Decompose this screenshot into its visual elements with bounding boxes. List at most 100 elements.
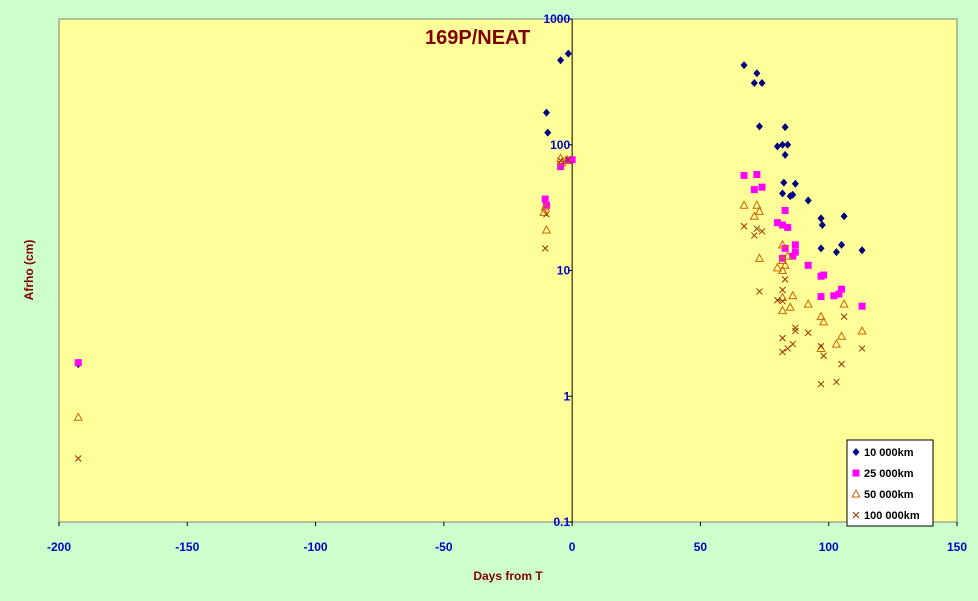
point-100000km bbox=[750, 232, 758, 239]
y-tick-label: 1 bbox=[563, 389, 570, 403]
point-100000km bbox=[789, 340, 797, 348]
x-tick-label: -150 bbox=[175, 540, 199, 554]
y-tick-label: 100 bbox=[550, 138, 570, 152]
point-10000km bbox=[838, 240, 846, 249]
point-25000km bbox=[557, 163, 565, 171]
point-10000km bbox=[781, 150, 789, 159]
point-50000km bbox=[816, 311, 826, 321]
point-50000km bbox=[752, 200, 762, 209]
y-tick-label: 10 bbox=[557, 264, 571, 278]
plot-area bbox=[58, 18, 958, 523]
point-10000km bbox=[818, 221, 826, 230]
x-tick-label: -200 bbox=[47, 540, 71, 554]
y-axis-title: Afrho (cm) bbox=[22, 240, 36, 301]
point-50000km bbox=[780, 260, 790, 269]
point-50000km bbox=[541, 224, 552, 234]
point-100000km bbox=[858, 345, 866, 352]
point-50000km bbox=[803, 299, 813, 308]
legend-marker-10000km bbox=[852, 448, 860, 456]
point-50000km bbox=[777, 265, 788, 274]
point-100000km bbox=[840, 313, 848, 320]
point-100000km bbox=[541, 245, 549, 252]
point-25000km bbox=[750, 186, 758, 194]
y-axis-ticks: 0.1 1 10 100 1000 bbox=[543, 12, 573, 529]
legend-label-100000km: 100 000km bbox=[864, 510, 920, 522]
legend-label-25000km: 25 000km bbox=[864, 468, 914, 480]
point-25000km bbox=[781, 244, 789, 252]
point-50000km bbox=[749, 211, 759, 220]
point-25000km bbox=[773, 219, 781, 227]
point-50000km bbox=[772, 262, 783, 272]
point-50000km bbox=[539, 207, 549, 216]
y-tick-label: 1000 bbox=[543, 12, 570, 26]
point-10000km bbox=[791, 179, 799, 188]
point-10000km bbox=[753, 69, 761, 78]
point-50000km bbox=[777, 239, 788, 249]
point-25000km bbox=[858, 302, 866, 310]
legend: 10 000km 25 000km 50 000km 100 000km bbox=[846, 439, 934, 527]
point-10000km bbox=[781, 123, 789, 132]
point-100000km bbox=[543, 210, 550, 218]
point-100000km bbox=[817, 380, 825, 388]
point-50000km bbox=[785, 302, 795, 311]
point-25000km bbox=[817, 293, 825, 301]
point-25000km bbox=[784, 223, 792, 231]
point-25000km bbox=[568, 156, 576, 164]
point-10000km bbox=[780, 178, 788, 187]
x-axis-ticks: -200 -150 -100 -50 0 50 100 150 bbox=[47, 522, 967, 554]
point-25000km bbox=[835, 290, 843, 298]
point-100000km bbox=[740, 222, 748, 230]
point-25000km bbox=[564, 156, 572, 164]
point-25000km bbox=[74, 359, 82, 367]
point-50000km bbox=[783, 251, 793, 260]
point-10000km bbox=[789, 190, 797, 199]
point-10000km bbox=[544, 128, 552, 137]
point-50000km bbox=[777, 305, 788, 315]
point-10000km bbox=[755, 122, 763, 131]
point-10000km bbox=[779, 189, 787, 198]
point-25000km bbox=[830, 292, 838, 300]
point-100000km bbox=[817, 342, 825, 350]
point-25000km bbox=[838, 285, 846, 293]
point-50000km bbox=[857, 325, 867, 335]
point-25000km bbox=[791, 248, 799, 256]
point-50000km bbox=[836, 331, 847, 340]
point-10000km bbox=[779, 140, 787, 149]
point-100000km bbox=[779, 286, 786, 294]
legend-marker-50000km bbox=[851, 488, 861, 498]
point-10000km bbox=[758, 78, 766, 87]
x-tick-label: 0 bbox=[569, 540, 576, 554]
point-100000km bbox=[774, 296, 781, 304]
point-100000km bbox=[758, 227, 766, 235]
point-10000km bbox=[564, 49, 572, 58]
point-10000km bbox=[740, 61, 748, 70]
point-50000km bbox=[788, 290, 798, 300]
legend-marker-25000km bbox=[852, 469, 860, 477]
point-100000km bbox=[781, 276, 789, 283]
x-tick-label: 100 bbox=[819, 540, 839, 554]
point-100000km bbox=[804, 329, 812, 337]
legend-marker-100000km bbox=[852, 511, 860, 519]
point-100000km bbox=[564, 156, 572, 164]
point-50000km bbox=[754, 253, 765, 262]
point-10000km bbox=[542, 108, 550, 117]
point-25000km bbox=[758, 183, 766, 191]
x-tick-label: -50 bbox=[435, 540, 453, 554]
point-100000km bbox=[756, 288, 763, 295]
point-50000km bbox=[818, 316, 829, 326]
point-100000km bbox=[792, 324, 799, 332]
point-50000km bbox=[540, 201, 550, 211]
point-100000km bbox=[820, 352, 827, 360]
point-50000km bbox=[839, 299, 849, 308]
point-50000km bbox=[73, 412, 83, 421]
point-100000km bbox=[557, 157, 564, 164]
point-100000km bbox=[753, 225, 761, 233]
point-50000km bbox=[754, 206, 765, 215]
x-tick-label: 50 bbox=[694, 540, 708, 554]
point-25000km bbox=[820, 271, 828, 279]
point-100000km bbox=[784, 345, 792, 352]
point-10000km bbox=[858, 246, 866, 255]
data-points bbox=[73, 49, 867, 462]
point-10000km bbox=[832, 248, 840, 257]
